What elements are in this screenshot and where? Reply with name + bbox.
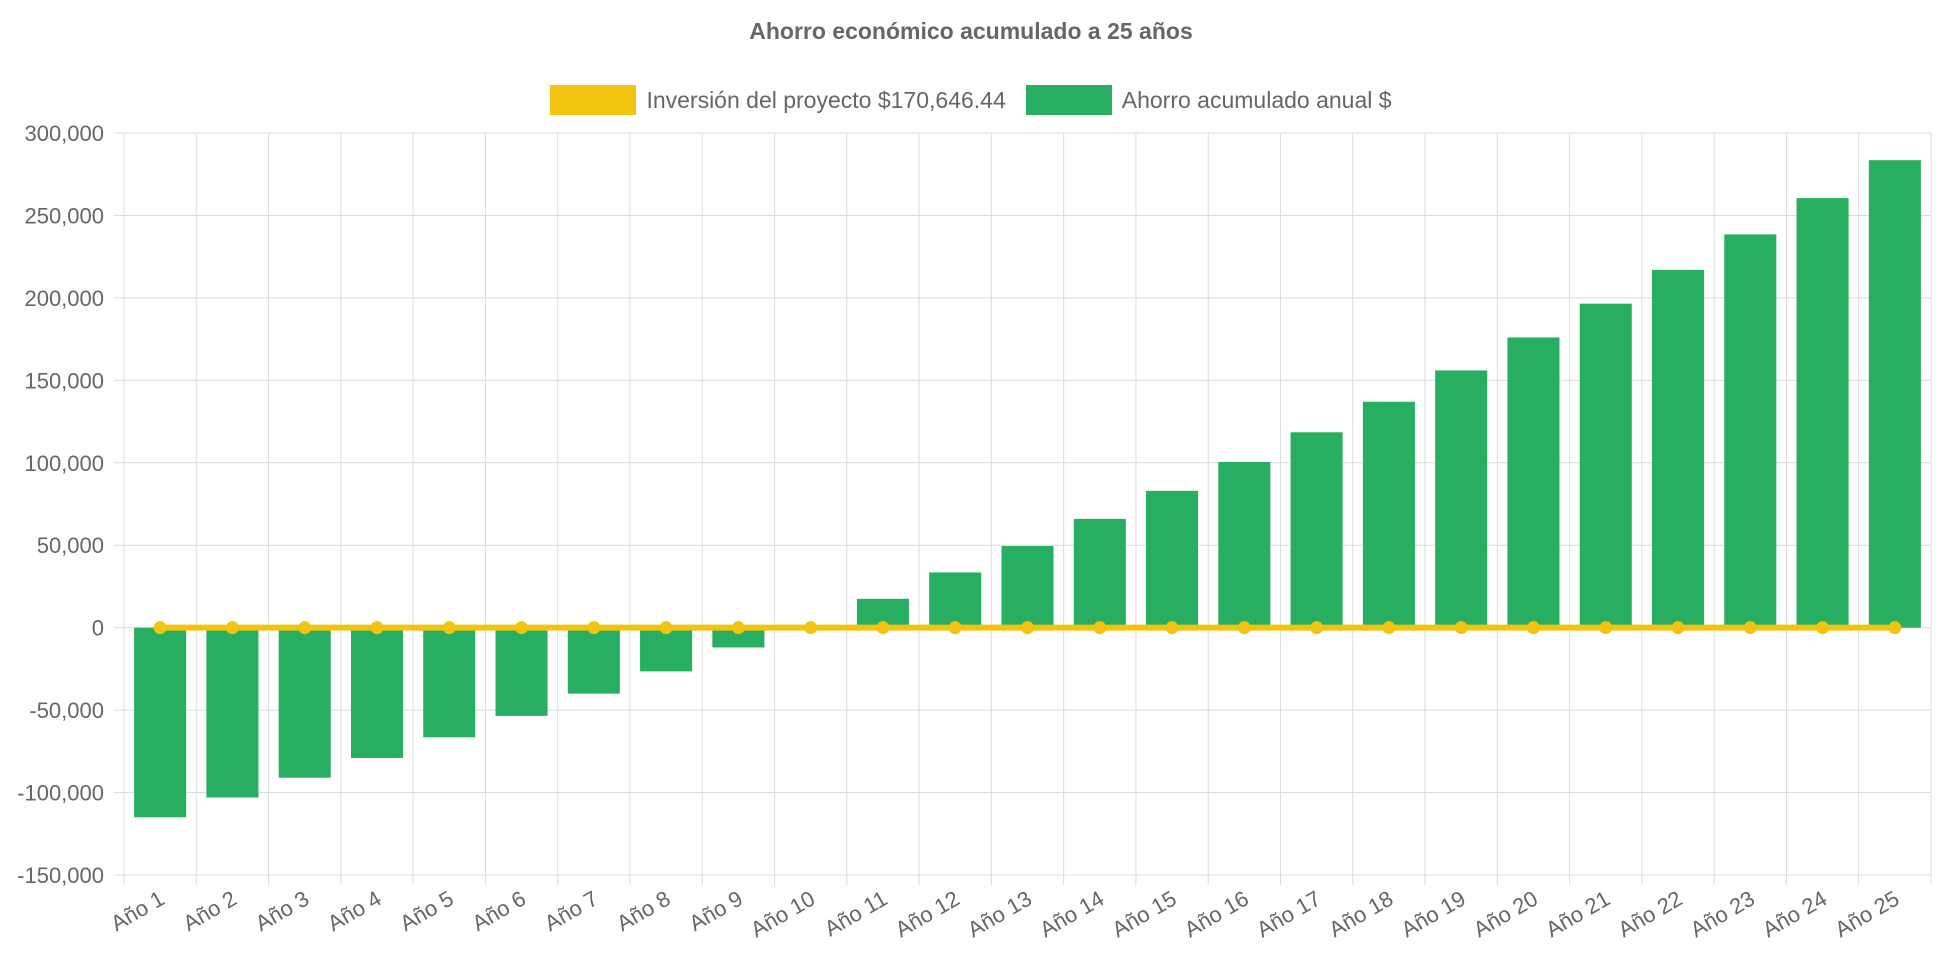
legend-swatch-investment — [550, 85, 637, 115]
point-inversion[interactable] — [442, 621, 456, 635]
bar-ahorro[interactable] — [350, 627, 404, 758]
bar-ahorro[interactable] — [1579, 303, 1632, 628]
point-inversion[interactable] — [659, 621, 673, 635]
legend-label-savings: Ahorro acumulado anual $ — [1121, 86, 1392, 113]
point-inversion[interactable] — [1526, 621, 1540, 635]
chart-legend: Inversión del proyecto $170,646.44 Ahorr… — [0, 84, 1942, 116]
x-axis: Año 1 Año 2 Año 3 Año 4 Año 5 Año 6 Año 7 Año 8… — [106, 886, 1903, 943]
x-tick-label: Año 9 — [685, 886, 747, 936]
x-tick-label: Año 2 — [179, 886, 241, 936]
bar-ahorro[interactable] — [712, 627, 765, 648]
point-inversion[interactable] — [1816, 621, 1830, 635]
y-tick-label: 0 — [92, 616, 104, 641]
point-inversion[interactable] — [1093, 621, 1107, 635]
bar-ahorro[interactable] — [206, 627, 259, 798]
legend-item-investment[interactable]: Inversión del proyecto $170,646.44 — [550, 85, 1006, 115]
point-inversion[interactable] — [731, 621, 745, 635]
x-tick-label: Año 19 — [1397, 886, 1470, 943]
bar-ahorro[interactable] — [1507, 337, 1560, 628]
point-inversion[interactable] — [1888, 621, 1902, 635]
x-tick-label: Año 6 — [468, 886, 530, 936]
y-axis: 300,000 250,000 200,000 150,000 100,000 50,00… — [17, 121, 104, 888]
point-inversion[interactable] — [1454, 621, 1468, 635]
point-inversion[interactable] — [1165, 621, 1179, 635]
bar-ahorro[interactable] — [134, 627, 187, 818]
x-tick-label: Año 21 — [1541, 886, 1614, 943]
bar-ahorro[interactable] — [1146, 490, 1199, 628]
x-tick-label: Año 13 — [963, 886, 1036, 943]
x-tick-label: Año 22 — [1614, 886, 1687, 943]
x-tick-label: Año 11 — [820, 886, 891, 942]
y-tick-label: -50,000 — [29, 698, 104, 723]
x-tick-label: Año 16 — [1180, 886, 1253, 943]
bar-ahorro[interactable] — [1001, 546, 1054, 628]
point-inversion[interactable] — [1310, 621, 1324, 635]
bar-ahorro[interactable] — [423, 627, 476, 738]
x-tick-label: Año 25 — [1830, 886, 1903, 943]
point-inversion[interactable] — [804, 621, 818, 635]
y-tick-label: -100,000 — [17, 781, 104, 806]
bar-ahorro[interactable] — [495, 627, 548, 716]
bar-ahorro[interactable] — [1868, 160, 1921, 628]
bar-ahorro[interactable] — [1651, 269, 1705, 628]
bar-ahorro[interactable] — [1073, 518, 1126, 628]
point-inversion[interactable] — [153, 621, 167, 635]
y-tick-label: 50,000 — [37, 533, 104, 558]
point-inversion[interactable] — [370, 621, 384, 635]
point-inversion[interactable] — [876, 621, 890, 635]
x-tick-label: Año 8 — [612, 886, 674, 936]
point-inversion[interactable] — [1743, 621, 1757, 635]
y-tick-label: 150,000 — [24, 368, 104, 393]
y-tick-label: -150,000 — [17, 863, 104, 888]
bar-ahorro[interactable] — [278, 627, 331, 778]
point-inversion[interactable] — [1382, 621, 1396, 635]
legend-swatch-savings — [1025, 85, 1112, 115]
x-tick-label: Año 7 — [540, 886, 602, 936]
y-tick-label: 300,000 — [24, 121, 104, 146]
bar-ahorro[interactable] — [1435, 370, 1488, 628]
point-inversion[interactable] — [1671, 621, 1685, 635]
bar-ahorro[interactable] — [567, 627, 620, 694]
point-inversion[interactable] — [1021, 621, 1034, 635]
point-inversion[interactable] — [515, 621, 529, 635]
point-inversion[interactable] — [225, 621, 239, 635]
x-tick-label: Año 10 — [746, 886, 819, 943]
bar-ahorro[interactable] — [1362, 401, 1415, 628]
legend-label-investment: Inversión del proyecto $170,646.44 — [646, 86, 1006, 113]
series-inversion-line — [153, 621, 1902, 635]
bar-ahorro[interactable] — [1724, 234, 1777, 628]
x-tick-label: Año 15 — [1108, 886, 1181, 943]
x-tick-label: Año 3 — [251, 886, 313, 936]
x-tick-label: Año 20 — [1469, 886, 1542, 943]
bar-ahorro[interactable] — [640, 627, 693, 672]
x-tick-label: Año 18 — [1325, 886, 1398, 943]
series-ahorro-bars — [134, 160, 1921, 818]
point-inversion[interactable] — [587, 621, 601, 635]
x-tick-label: Año 1 — [106, 886, 168, 936]
bar-ahorro[interactable] — [1796, 198, 1849, 628]
point-inversion[interactable] — [948, 621, 962, 635]
bar-ahorro[interactable] — [1290, 432, 1343, 628]
x-tick-label: Año 14 — [1035, 886, 1108, 943]
legend-item-savings[interactable]: Ahorro acumulado anual $ — [1025, 85, 1392, 115]
y-tick-label: 200,000 — [24, 286, 104, 311]
point-inversion[interactable] — [298, 621, 312, 635]
bar-ahorro[interactable] — [929, 572, 982, 628]
x-tick-label: Año 5 — [395, 886, 457, 936]
y-tick-label: 100,000 — [24, 451, 104, 476]
bar-ahorro[interactable] — [1218, 461, 1271, 628]
point-inversion[interactable] — [1237, 621, 1251, 635]
x-tick-label: Año 24 — [1758, 886, 1831, 943]
point-inversion[interactable] — [1599, 621, 1613, 635]
x-tick-label: Año 23 — [1686, 886, 1759, 943]
x-tick-label: Año 4 — [323, 886, 385, 936]
x-tick-label: Año 17 — [1252, 886, 1325, 943]
y-tick-label: 250,000 — [24, 203, 104, 228]
chart-title: Ahorro económico acumulado a 25 años — [749, 18, 1193, 44]
x-tick-label: Año 12 — [891, 886, 964, 943]
